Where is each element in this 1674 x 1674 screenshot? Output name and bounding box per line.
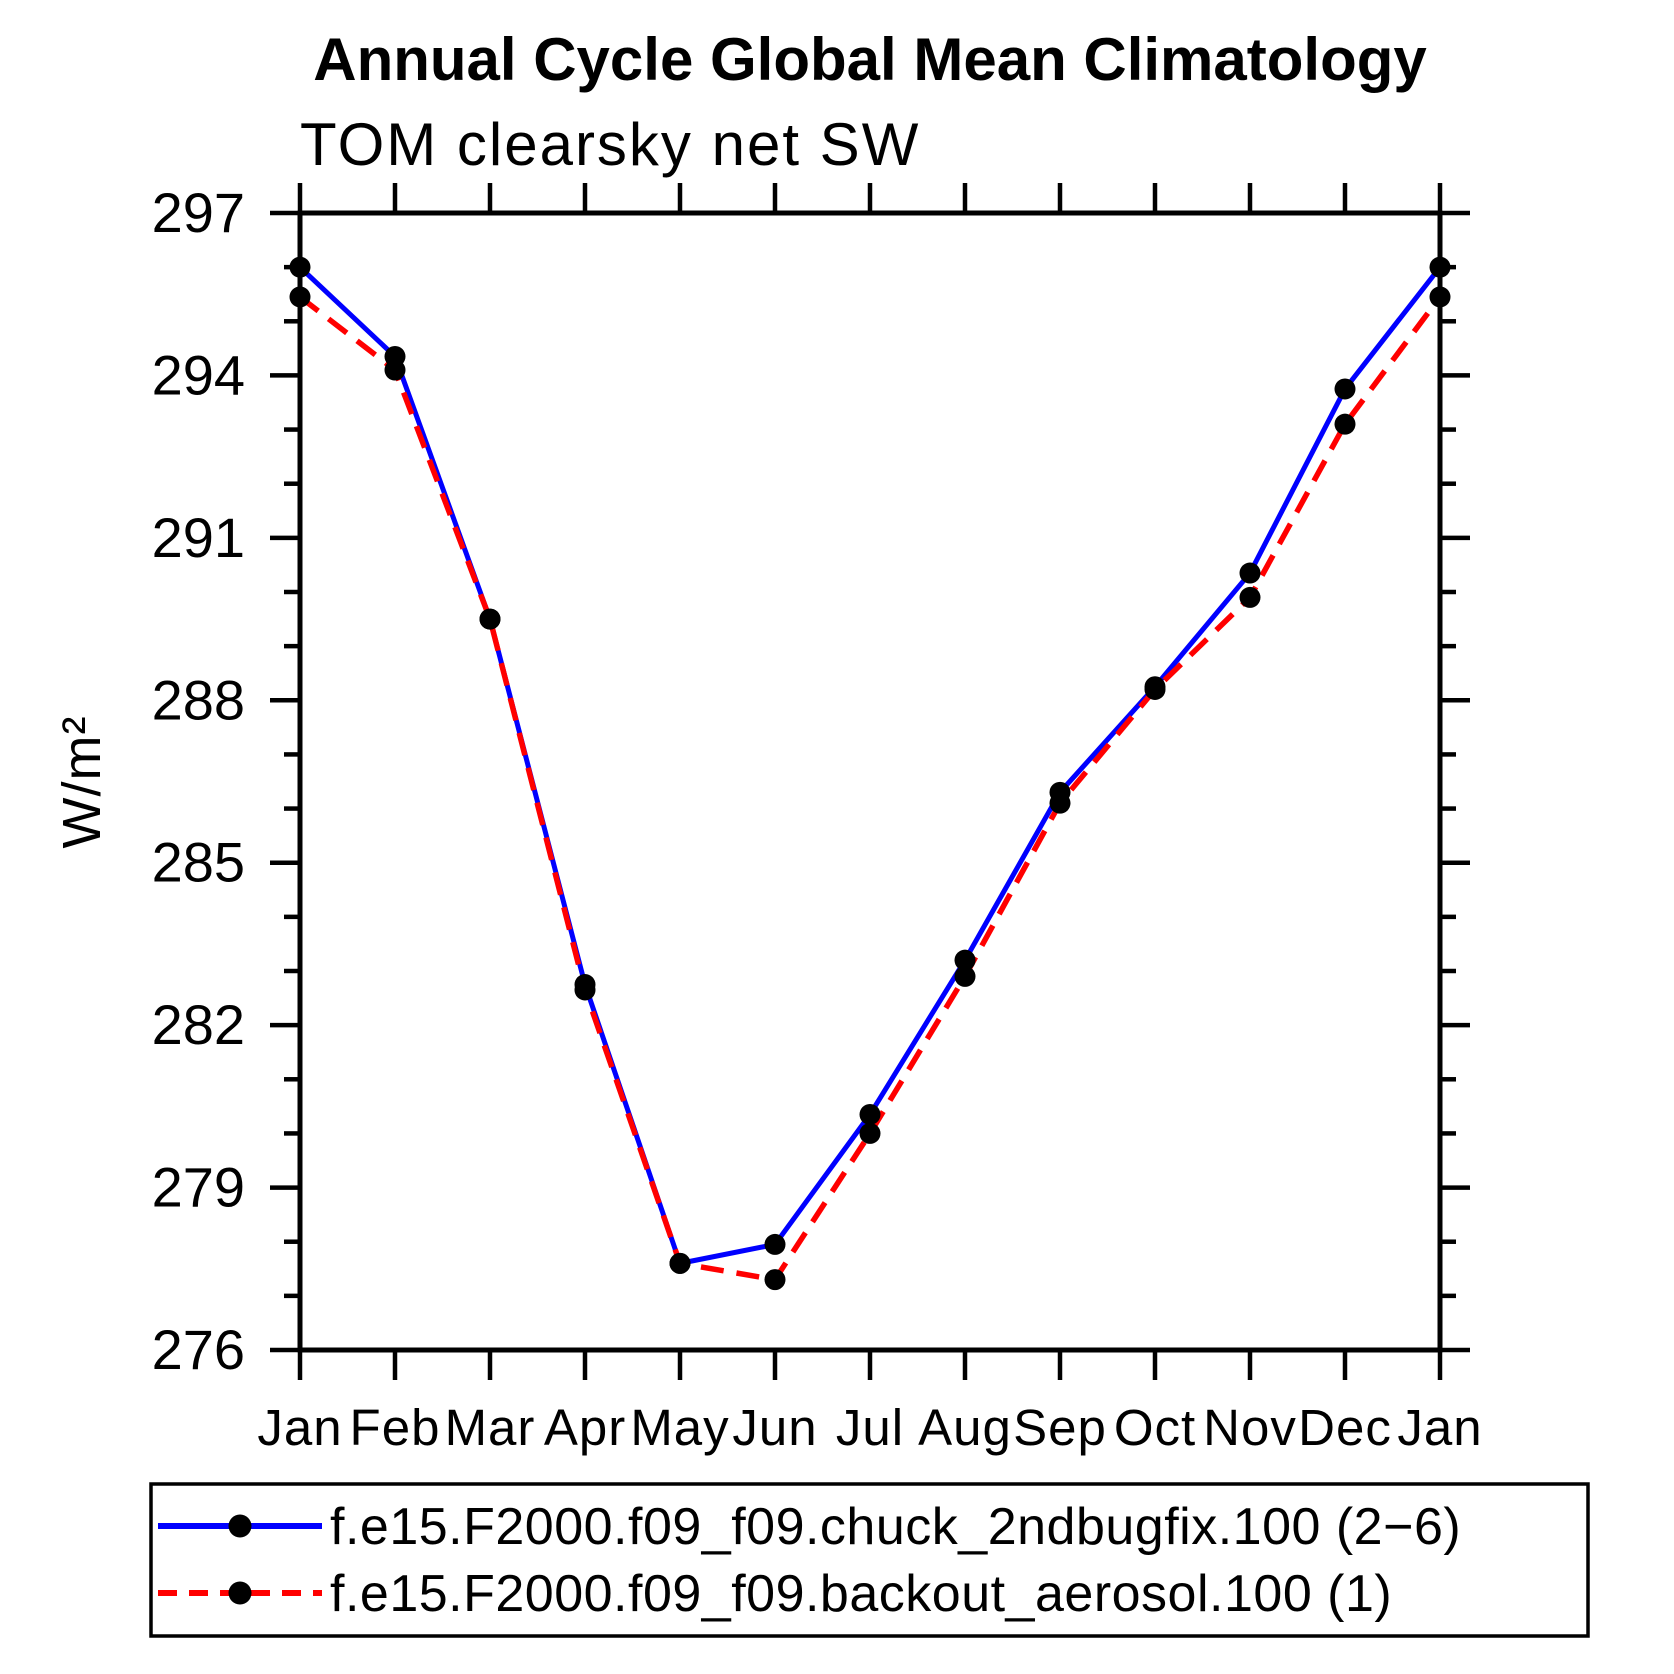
data-markers	[289, 256, 1451, 1291]
x-tick-label: Mar	[445, 1399, 536, 1456]
x-tick-label: Nov	[1203, 1399, 1297, 1456]
x-tick-label: Feb	[350, 1399, 441, 1456]
chart-titles: Annual Cycle Global Mean Climatology TOM…	[52, 26, 1427, 848]
x-tick-label: Jun	[732, 1399, 817, 1456]
data-point	[1239, 586, 1261, 608]
legend-box	[149, 1482, 1590, 1638]
data-point	[289, 286, 311, 308]
legend-sample-marker	[228, 1514, 252, 1538]
legend: f.e15.F2000.f09_f09.chuck_2ndbugfix.100 …	[149, 1482, 1590, 1638]
y-tick-label: 285	[152, 831, 245, 894]
data-point	[574, 979, 596, 1001]
x-tick-label: Dec	[1298, 1399, 1392, 1456]
x-tick-label: Sep	[1013, 1399, 1107, 1456]
data-point	[669, 1252, 691, 1274]
data-point	[1049, 792, 1071, 814]
data-point	[1144, 678, 1166, 700]
data-point	[1334, 378, 1356, 400]
y-axis-label: W/m²	[52, 716, 112, 849]
y-tick-label: 279	[152, 1156, 245, 1219]
plot-border	[297, 210, 1443, 1353]
data-point	[1239, 562, 1261, 584]
data-point	[289, 256, 311, 278]
x-tick-label: Jan	[1397, 1399, 1482, 1456]
y-tick-label: 294	[152, 343, 245, 406]
x-tick-label: Jan	[257, 1399, 342, 1456]
data-point	[1429, 256, 1451, 278]
data-point	[954, 949, 976, 971]
data-point	[859, 1122, 881, 1144]
legend-label-series-1: f.e15.F2000.f09_f09.chuck_2ndbugfix.100 …	[330, 1498, 1461, 1556]
data-point	[954, 965, 976, 987]
x-tick-label: May	[630, 1399, 729, 1456]
x-tick-label: Jul	[836, 1399, 904, 1456]
y-tick-label: 297	[152, 181, 245, 244]
chart-subtitle: TOM clearsky net SW	[300, 111, 920, 178]
x-tick-label: Aug	[918, 1399, 1012, 1456]
y-tick-label: 276	[152, 1318, 245, 1381]
data-point	[384, 359, 406, 381]
y-tick-label: 288	[152, 668, 245, 731]
data-point	[764, 1269, 786, 1291]
y-tick-label: 282	[152, 993, 245, 1056]
data-point	[859, 1103, 881, 1125]
data-point	[479, 608, 501, 630]
y-tick-label: 291	[152, 506, 245, 569]
x-tick-label: Oct	[1114, 1399, 1196, 1456]
legend-sample-marker	[228, 1581, 252, 1605]
chart-title: Annual Cycle Global Mean Climatology	[313, 26, 1427, 93]
x-tick-label: Apr	[544, 1399, 626, 1456]
legend-label-series-2: f.e15.F2000.f09_f09.backout_aerosol.100 …	[330, 1565, 1392, 1623]
data-point	[1334, 413, 1356, 435]
data-point	[1429, 286, 1451, 308]
data-point	[764, 1233, 786, 1255]
